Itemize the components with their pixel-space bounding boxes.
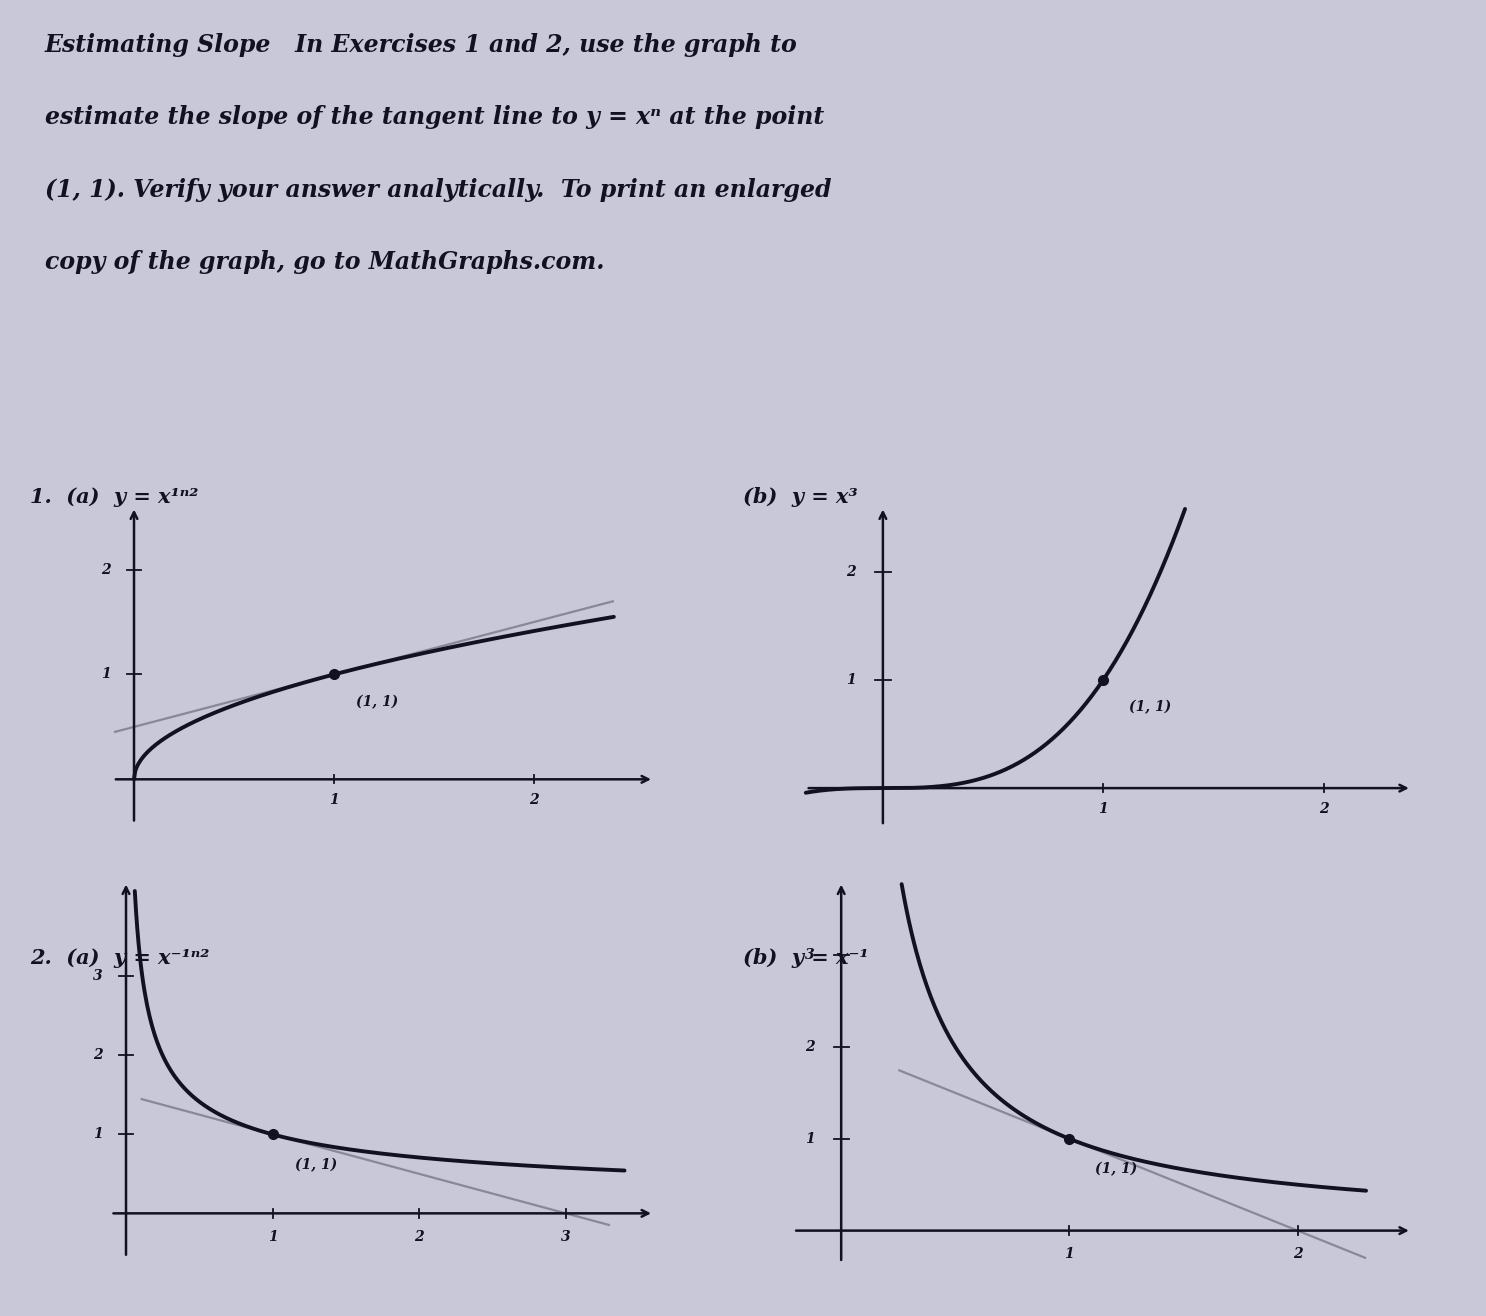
- Text: 1: 1: [94, 1128, 103, 1141]
- Text: 2.  (a)  y = x⁻¹ⁿ²: 2. (a) y = x⁻¹ⁿ²: [30, 948, 210, 967]
- Text: 2: 2: [1293, 1248, 1302, 1261]
- Text: 2: 2: [415, 1230, 424, 1244]
- Text: 3: 3: [562, 1230, 571, 1244]
- Text: 1: 1: [267, 1230, 278, 1244]
- Text: copy of the graph, go to MathGraphs.com.: copy of the graph, go to MathGraphs.com.: [45, 250, 605, 274]
- Text: 2: 2: [529, 794, 539, 808]
- Text: (1, 1): (1, 1): [294, 1158, 337, 1173]
- Text: 1: 1: [805, 1132, 814, 1146]
- Text: 2: 2: [101, 562, 111, 576]
- Text: (1, 1): (1, 1): [357, 695, 398, 709]
- Text: 3: 3: [805, 948, 814, 962]
- Text: estimate the slope of the tangent line to y = xⁿ at the point: estimate the slope of the tangent line t…: [45, 105, 823, 129]
- Text: (1, 1): (1, 1): [1129, 700, 1171, 715]
- Text: 1.  (a)  y = x¹ⁿ²: 1. (a) y = x¹ⁿ²: [30, 487, 198, 507]
- Text: Estimating Slope   In Exercises 1 and 2, use the graph to: Estimating Slope In Exercises 1 and 2, u…: [45, 33, 798, 57]
- Text: (1, 1). Verify your answer analytically.  To print an enlarged: (1, 1). Verify your answer analytically.…: [45, 178, 831, 201]
- Text: 1: 1: [1098, 803, 1109, 816]
- Text: 1: 1: [847, 672, 856, 687]
- Text: 3: 3: [94, 970, 103, 983]
- Text: 1: 1: [101, 667, 111, 682]
- Text: (1, 1): (1, 1): [1095, 1162, 1137, 1177]
- Text: (b)  y = x³: (b) y = x³: [743, 487, 857, 507]
- Text: 2: 2: [805, 1040, 814, 1054]
- Text: 2: 2: [847, 565, 856, 579]
- Text: 2: 2: [1318, 803, 1328, 816]
- Text: (b)  y = x⁻¹: (b) y = x⁻¹: [743, 948, 869, 967]
- Text: 1: 1: [328, 794, 339, 808]
- Text: 1: 1: [1064, 1248, 1074, 1261]
- Text: 2: 2: [94, 1049, 103, 1062]
